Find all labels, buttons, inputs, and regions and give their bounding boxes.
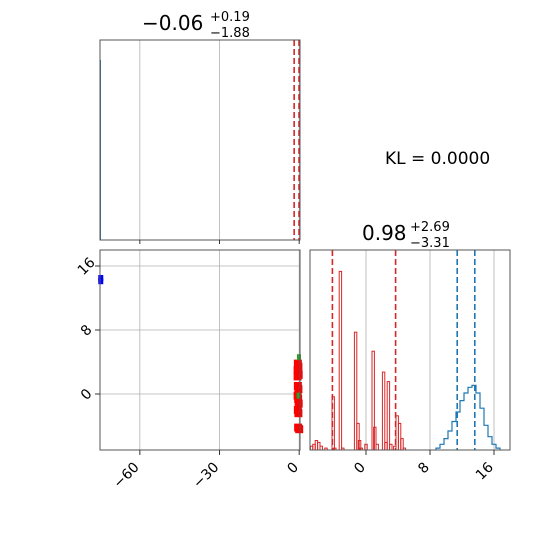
red-scatter-point — [294, 370, 303, 379]
top-histogram-frame — [99, 39, 301, 241]
red-histogram-bar — [386, 381, 391, 451]
red-histogram-bar — [381, 371, 386, 451]
side-histogram-frame — [309, 249, 511, 451]
side-histogram-grid — [365, 250, 495, 450]
side-histogram-panel: 0 8 16 — [309, 249, 511, 483]
y-param-title-plus: +2.69 — [410, 220, 450, 235]
side-histogram-marks — [309, 250, 501, 451]
y-tick-label: 0 — [78, 386, 96, 404]
side-x-tick-label: 8 — [415, 460, 433, 478]
x-tick-label: −60 — [110, 460, 142, 492]
scatter-ticks: −60 −30 0 0 8 16 — [75, 255, 302, 492]
blue-scatter-point — [98, 278, 104, 285]
top-histogram-grid — [139, 40, 300, 240]
red-histogram-bar — [338, 270, 343, 451]
side-histogram-ticks: 0 8 16 — [351, 450, 497, 483]
green-scatter-point — [296, 354, 301, 361]
red-scatter-point — [294, 394, 303, 403]
top-histogram-ticks — [139, 240, 300, 244]
red-scatter-point — [294, 399, 303, 408]
y-param-title-minus: −3.31 — [410, 236, 450, 251]
side-x-tick-label: 0 — [351, 460, 369, 478]
x-tick-label: 0 — [284, 460, 302, 478]
y-tick-label: 8 — [78, 322, 96, 340]
y-param-title-median: 0.98 — [362, 221, 407, 245]
x-tick-label: −30 — [190, 460, 222, 492]
blue-scatter-point — [98, 275, 104, 281]
red-scatter-point — [294, 385, 303, 394]
x-param-title-plus: +0.19 — [210, 10, 250, 25]
scatter-frame — [99, 249, 301, 451]
x-param-title-median: −0.06 — [142, 11, 203, 35]
blue-histogram-step — [435, 384, 501, 450]
y-tick-label: 16 — [75, 255, 99, 279]
green-scatter-point — [296, 392, 301, 399]
red-histogram-bar — [389, 443, 393, 451]
scatter-panel: −60 −30 0 0 8 16 — [75, 249, 304, 492]
red-scatter-point — [295, 425, 304, 434]
scatter-marks — [98, 275, 304, 434]
red-scatter-point — [294, 409, 303, 418]
top-histogram-panel — [99, 39, 301, 244]
side-x-tick-label: 16 — [473, 459, 497, 483]
scatter-grid — [100, 250, 300, 450]
kl-divergence-label: KL = 0.0000 — [385, 149, 490, 169]
top-histogram-marks — [99, 40, 301, 240]
x-param-title-minus: −1.88 — [210, 26, 250, 41]
red-histogram-bar — [319, 445, 323, 451]
red-histogram-bar — [375, 443, 379, 451]
